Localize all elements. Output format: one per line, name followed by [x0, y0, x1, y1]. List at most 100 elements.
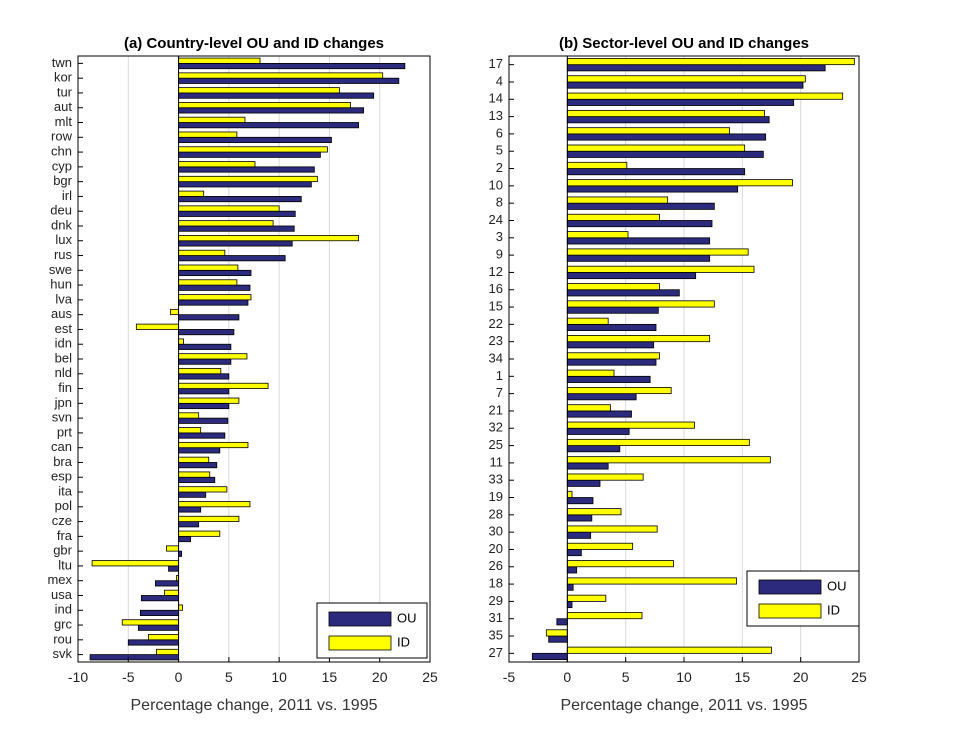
- category-label: 24: [489, 212, 503, 227]
- id-bar: [566, 317, 609, 325]
- ou-bar: [566, 64, 826, 72]
- category-label: hun: [50, 277, 72, 292]
- id-bar: [566, 144, 746, 152]
- category-label: 20: [489, 541, 503, 556]
- legend-swatch: [328, 635, 392, 651]
- category-label: 2: [496, 160, 503, 175]
- ou-bar: [566, 341, 655, 349]
- ou-bar: [155, 580, 179, 587]
- ou-bar: [178, 447, 221, 454]
- ou-bar: [566, 462, 609, 470]
- id-bar: [566, 456, 771, 464]
- category-label: 11: [490, 454, 504, 469]
- ou-bar: [566, 116, 770, 124]
- id-bar: [178, 441, 249, 449]
- category-label: cze: [52, 513, 72, 528]
- ou-bar: [178, 373, 230, 380]
- id-bar: [178, 471, 211, 478]
- ou-bar: [140, 595, 179, 602]
- id-bar: [178, 131, 238, 138]
- category-label: svn: [52, 410, 72, 425]
- ou-bar: [566, 185, 739, 193]
- category-label: 31: [489, 610, 503, 625]
- category-label: 8: [496, 195, 503, 210]
- category-label: 35: [489, 627, 503, 642]
- category-label: 15: [489, 298, 503, 313]
- ou-bar: [178, 122, 359, 129]
- ou-bar: [566, 375, 651, 383]
- ou-bar: [548, 635, 568, 643]
- id-bar: [147, 634, 179, 641]
- ou-bar: [178, 136, 332, 144]
- id-bar: [566, 646, 772, 654]
- category-label: 29: [489, 593, 503, 608]
- x-axis-label: Percentage change, 2011 vs. 1995: [131, 697, 378, 714]
- id-bar: [178, 501, 251, 508]
- ou-bar: [566, 479, 601, 487]
- id-bar: [178, 412, 200, 419]
- id-bar: [566, 508, 622, 516]
- legend-label: OU: [827, 578, 847, 593]
- category-label: 22: [489, 316, 503, 331]
- ou-bar: [566, 410, 632, 418]
- x-tick-label: 15: [322, 669, 338, 685]
- id-bar: [178, 382, 269, 389]
- ou-bar: [566, 514, 593, 522]
- category-label: kor: [54, 70, 73, 85]
- id-bar: [178, 116, 246, 123]
- category-label: 30: [489, 524, 503, 539]
- ou-bar: [566, 272, 697, 280]
- ou-bar: [178, 343, 232, 350]
- id-bar: [178, 486, 228, 493]
- id-bar: [170, 308, 179, 316]
- category-label: mex: [47, 572, 72, 587]
- ou-bar: [178, 166, 315, 173]
- id-bar: [178, 264, 239, 271]
- category-label: nld: [55, 365, 72, 380]
- ou-bar: [178, 535, 192, 543]
- ou-bar: [178, 284, 251, 291]
- chart-title: (b) Sector-level OU and ID changes: [559, 35, 809, 52]
- id-bar: [178, 190, 205, 197]
- ou-bar: [178, 417, 229, 424]
- ou-bar: [178, 62, 406, 70]
- plot-frame: [77, 55, 431, 663]
- ou-bar: [566, 254, 711, 262]
- id-bar: [566, 196, 669, 204]
- ou-bar: [566, 306, 659, 314]
- id-bar: [566, 560, 674, 568]
- id-bar: [566, 542, 634, 550]
- id-bar: [566, 213, 660, 221]
- ou-bar: [178, 388, 230, 395]
- x-tick-label: 10: [676, 669, 692, 685]
- category-label: 7: [496, 385, 503, 400]
- category-label: 4: [496, 73, 503, 88]
- category-label: 26: [489, 558, 503, 573]
- category-label: esp: [51, 469, 72, 484]
- id-bar: [178, 338, 184, 345]
- id-bar: [178, 427, 202, 434]
- id-bar: [566, 369, 615, 377]
- category-label: gbr: [53, 543, 72, 558]
- id-bar: [566, 127, 730, 135]
- category-label: fin: [58, 380, 72, 395]
- ou-bar: [168, 565, 179, 572]
- category-label: 28: [489, 506, 503, 521]
- id-bar: [178, 102, 351, 109]
- category-label: est: [55, 321, 73, 336]
- category-label: chn: [51, 144, 72, 159]
- category-label: aut: [54, 99, 72, 114]
- x-tick-label: 25: [422, 669, 438, 685]
- category-label: 1: [496, 368, 503, 383]
- id-bar: [566, 525, 658, 533]
- category-label: row: [51, 129, 73, 144]
- ou-bar: [178, 196, 302, 203]
- category-label: ita: [58, 483, 73, 498]
- category-label: rus: [54, 247, 73, 262]
- id-bar: [566, 438, 750, 446]
- category-label: rou: [53, 631, 72, 646]
- id-bar: [178, 279, 238, 286]
- id-bar: [566, 161, 628, 169]
- ou-bar: [566, 202, 715, 210]
- id-bar: [178, 353, 248, 360]
